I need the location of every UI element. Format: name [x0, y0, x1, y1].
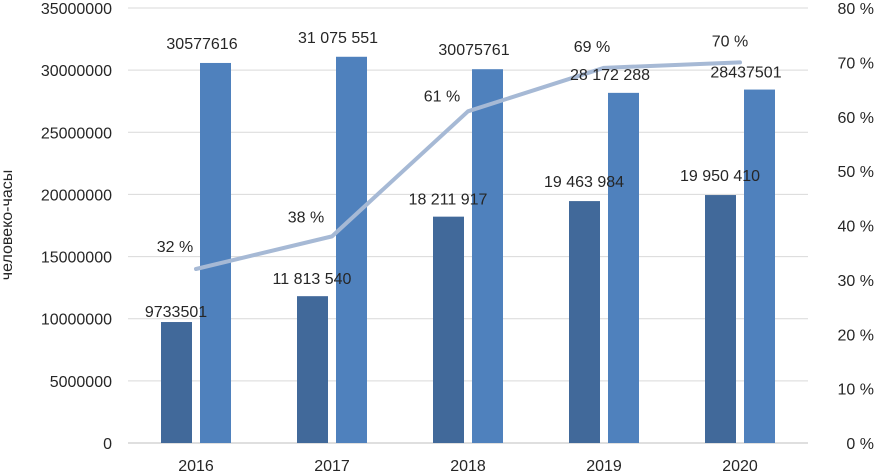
line-series-path	[194, 60, 742, 271]
data-label: 11 813 540	[273, 271, 352, 288]
bar	[297, 296, 328, 443]
bar	[433, 216, 464, 443]
y2-tick-label: 20 %	[838, 327, 874, 344]
data-label: 70 %	[712, 33, 748, 50]
y2-tick-label: 10 %	[838, 382, 874, 399]
data-label: 30075761	[438, 42, 509, 59]
data-label: 38 %	[288, 209, 324, 226]
data-label: 30577616	[166, 36, 237, 53]
data-label: 18 211 917	[409, 192, 488, 209]
bar	[472, 69, 503, 443]
y-tick-label: 35000000	[41, 1, 112, 18]
bars	[161, 56, 775, 443]
data-label: 28 172 288	[570, 67, 650, 84]
bar	[608, 92, 639, 443]
bar	[200, 62, 231, 443]
x-tick-label: 2016	[178, 458, 214, 472]
data-label: 61 %	[424, 88, 460, 105]
data-label: 19 463 984	[544, 174, 624, 191]
y-tick-label: 10000000	[41, 312, 112, 329]
bar	[744, 89, 775, 443]
x-tick-label: 2019	[586, 458, 622, 472]
x-tick-label: 2020	[722, 458, 758, 472]
x-tick-label: 2017	[314, 458, 350, 472]
data-label: 9733501	[145, 304, 207, 321]
data-label: 19 950 410	[680, 168, 760, 185]
axes: 0 5000000 10000000 15000000 20000000 25000000…	[41, 1, 874, 472]
data-label: 69 %	[574, 39, 610, 56]
y2-tick-label: 40 %	[838, 219, 874, 236]
y2-tick-label: 60 %	[838, 110, 874, 127]
bar	[161, 322, 192, 443]
bar	[569, 201, 600, 443]
data-label: 32 %	[157, 239, 193, 256]
y2-tick-label: 80 %	[838, 1, 874, 18]
y2-tick-label: 0 %	[846, 436, 874, 453]
bar	[336, 56, 367, 443]
y-tick-label: 5000000	[50, 374, 112, 391]
data-label: 31 075 551	[298, 30, 378, 47]
y2-tick-label: 50 %	[838, 164, 874, 181]
y-axis-title: человеко-часы	[0, 170, 16, 280]
data-label: 28437501	[710, 65, 781, 82]
x-tick-label: 2018	[450, 458, 486, 472]
y-tick-label: 30000000	[41, 63, 112, 80]
bar	[705, 195, 736, 443]
y2-tick-label: 70 %	[838, 55, 874, 72]
line-series	[194, 60, 742, 271]
y2-tick-label: 30 %	[838, 273, 874, 290]
y-tick-label: 0	[103, 436, 112, 453]
data-labels: 9733501 11 813 540 18 211 917 19 463 984 19 …	[145, 30, 782, 321]
y-tick-label: 25000000	[41, 125, 112, 142]
y-tick-label: 20000000	[41, 187, 112, 204]
y-tick-label: 15000000	[41, 250, 112, 267]
